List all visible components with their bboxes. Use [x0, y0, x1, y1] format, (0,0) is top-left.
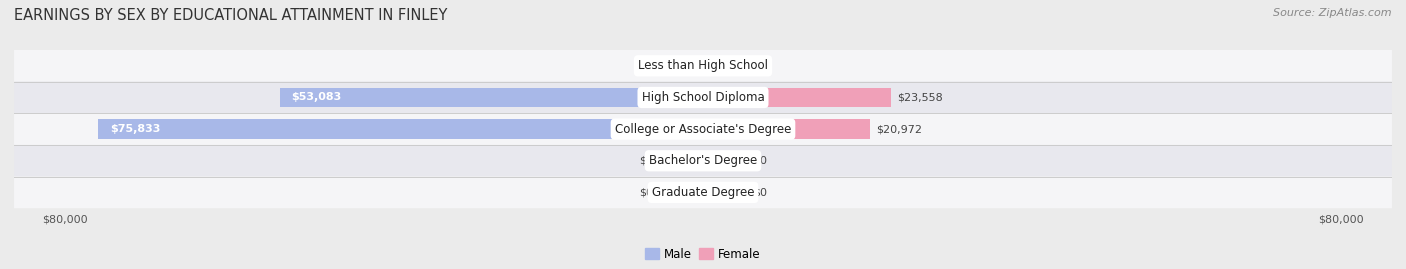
Text: EARNINGS BY SEX BY EDUCATIONAL ATTAINMENT IN FINLEY: EARNINGS BY SEX BY EDUCATIONAL ATTAINMEN… [14, 8, 447, 23]
FancyBboxPatch shape [14, 113, 1392, 145]
Text: Graduate Degree: Graduate Degree [652, 186, 754, 199]
Bar [659, 56, 703, 76]
Bar [280, 88, 703, 107]
Text: $0: $0 [754, 187, 768, 197]
Text: High School Diploma: High School Diploma [641, 91, 765, 104]
Text: Less than High School: Less than High School [638, 59, 768, 72]
Bar [703, 151, 747, 171]
Text: College or Associate's Degree: College or Associate's Degree [614, 123, 792, 136]
Bar [659, 151, 703, 171]
Text: $0: $0 [754, 156, 768, 166]
Bar [703, 56, 747, 76]
Bar [98, 119, 703, 139]
FancyBboxPatch shape [14, 176, 1392, 208]
Text: $75,833: $75,833 [110, 124, 160, 134]
Text: $0: $0 [638, 156, 652, 166]
Bar [703, 119, 870, 139]
Text: $0: $0 [638, 61, 652, 71]
Bar [703, 88, 891, 107]
FancyBboxPatch shape [14, 145, 1392, 176]
Text: Bachelor's Degree: Bachelor's Degree [650, 154, 756, 167]
Text: $0: $0 [754, 61, 768, 71]
Text: $53,083: $53,083 [291, 93, 342, 102]
Bar [703, 183, 747, 202]
Text: $0: $0 [638, 187, 652, 197]
Text: Source: ZipAtlas.com: Source: ZipAtlas.com [1274, 8, 1392, 18]
FancyBboxPatch shape [14, 82, 1392, 113]
Text: $20,972: $20,972 [876, 124, 922, 134]
Text: $23,558: $23,558 [897, 93, 943, 102]
Legend: Male, Female: Male, Female [641, 243, 765, 265]
Bar [659, 183, 703, 202]
FancyBboxPatch shape [14, 50, 1392, 82]
